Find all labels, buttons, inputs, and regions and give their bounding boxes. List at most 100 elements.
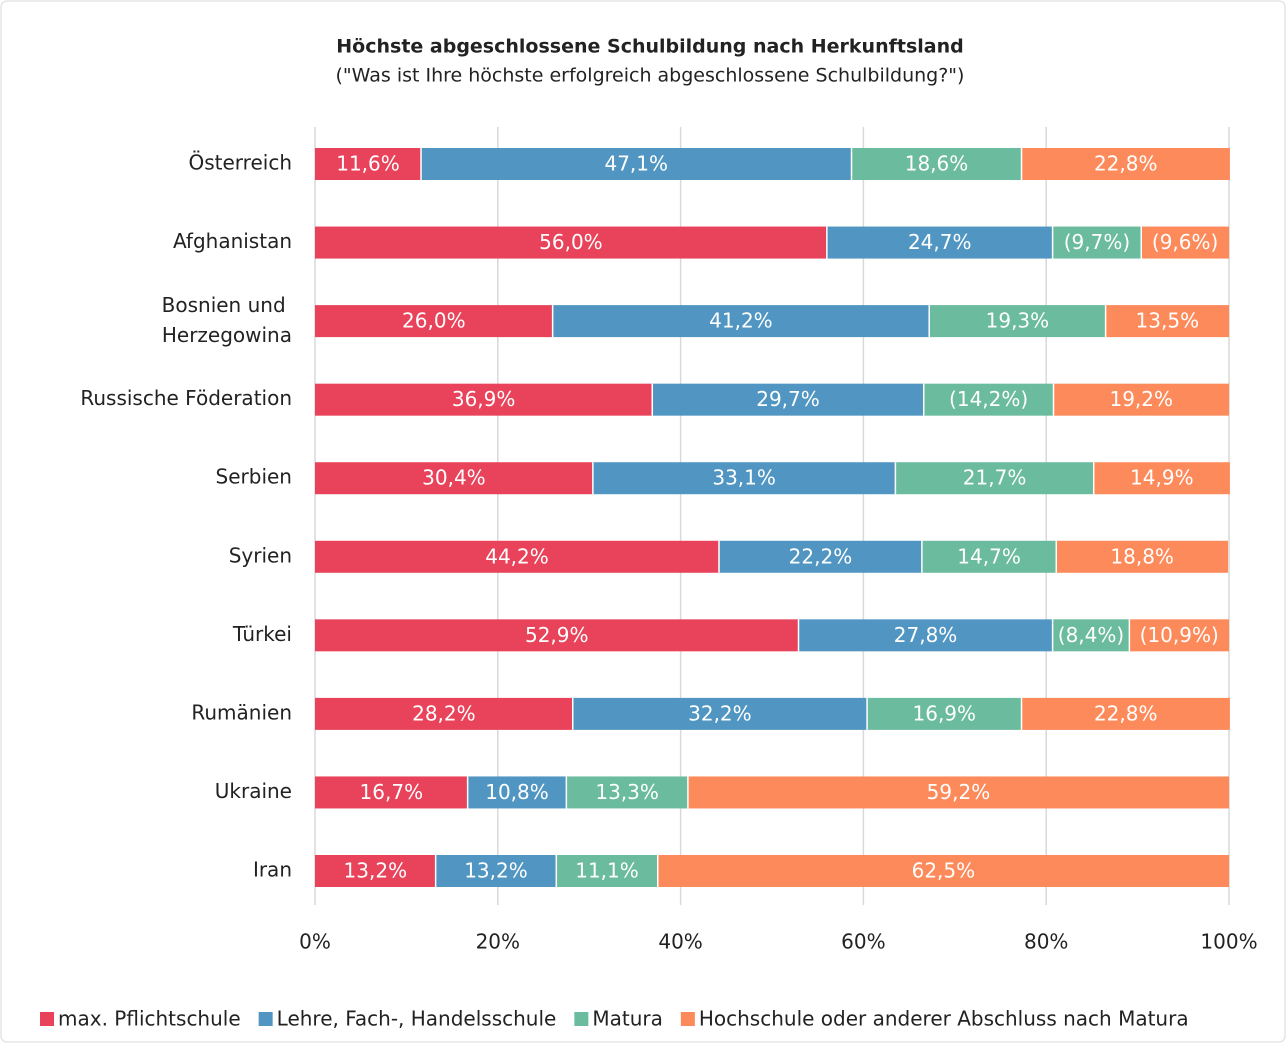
data-label: 47,1%: [604, 152, 668, 176]
bar-segment: [421, 148, 852, 180]
bar-segment: [552, 305, 930, 338]
legend-label: Lehre, Fach-, Handelsschule: [277, 1007, 557, 1031]
data-label: (9,6%): [1152, 230, 1218, 254]
bar-segment: [895, 462, 1094, 495]
bar-segment: [315, 540, 719, 573]
data-label: 22,8%: [1094, 152, 1158, 176]
x-tick-label: 0%: [299, 930, 331, 954]
legend-swatch: [680, 1012, 695, 1026]
y-tick-label: Österreich: [189, 151, 293, 175]
x-tick-label: 20%: [476, 930, 520, 954]
bar-segment: [929, 305, 1106, 338]
bar-segment: [923, 383, 1054, 416]
x-tick-label: 60%: [841, 930, 885, 954]
bar-segment: [592, 462, 896, 495]
data-label: 29,7%: [756, 387, 820, 411]
data-label: 18,6%: [905, 152, 969, 176]
bar-segment: [435, 855, 557, 887]
y-tick-label: Afghanistan: [173, 229, 292, 253]
data-label: (10,9%): [1140, 623, 1219, 647]
legend-label: Hochschule oder anderer Abschluss nach M…: [699, 1007, 1189, 1031]
y-tick-label: Ukraine: [215, 779, 292, 803]
data-label: 10,8%: [485, 780, 549, 804]
data-label: 28,2%: [412, 701, 476, 725]
data-label: 14,9%: [1130, 466, 1194, 490]
bar-segment: [657, 855, 1229, 887]
data-label: 13,3%: [595, 780, 659, 804]
x-tick-label: 80%: [1024, 930, 1068, 954]
chart-title: Höchste abgeschlossene Schulbildung nach…: [336, 36, 963, 58]
data-label: 44,2%: [485, 544, 549, 568]
data-label: 14,7%: [957, 544, 1021, 568]
y-tick-label: Rumänien: [191, 700, 292, 724]
bar-segment: [798, 619, 1053, 652]
bar-segment: [1129, 619, 1229, 652]
bar-segment: [1093, 462, 1230, 495]
bar-segment: [566, 776, 688, 809]
bar-segment: [1052, 226, 1142, 259]
data-label: 32,2%: [688, 701, 752, 725]
legend-swatch: [574, 1012, 589, 1026]
bar-segment: [572, 697, 868, 730]
data-label: 11,1%: [575, 859, 639, 883]
bar-segment: [315, 383, 653, 416]
data-label: 16,9%: [913, 701, 977, 725]
data-label: 26,0%: [402, 309, 466, 333]
y-tick-label: Iran: [253, 858, 292, 882]
data-label: 36,9%: [452, 387, 516, 411]
data-label: 21,7%: [963, 466, 1027, 490]
data-label: (9,7%): [1064, 230, 1130, 254]
legend-swatch: [258, 1012, 273, 1026]
bar-segment: [315, 148, 422, 180]
bar-segment: [921, 540, 1057, 573]
bar-segment: [315, 855, 436, 887]
y-tick-label: Bosnien und Herzegowina: [162, 293, 292, 347]
x-tick-label: 100%: [1200, 930, 1257, 954]
y-tick-label: Türkei: [232, 622, 292, 646]
bar-segment: [1056, 540, 1229, 573]
bar-segment: [315, 619, 799, 652]
x-tick-label: 40%: [658, 930, 702, 954]
data-label: 41,2%: [709, 309, 773, 333]
bar-segment: [718, 540, 922, 573]
bar-segment: [851, 148, 1022, 180]
bar-segment: [315, 462, 593, 495]
data-label: 30,4%: [422, 466, 486, 490]
data-label: 16,7%: [360, 780, 424, 804]
data-label: 62,5%: [912, 859, 976, 883]
chart-subtitle: ("Was ist Ihre höchste erfolgreich abges…: [336, 65, 965, 87]
bar-segment: [315, 697, 573, 730]
bar-segment: [1021, 148, 1230, 180]
data-label: 18,8%: [1110, 544, 1174, 568]
legend-label: max. Pflichtschule: [58, 1007, 241, 1031]
data-label: 13,5%: [1136, 309, 1200, 333]
data-label: 33,1%: [712, 466, 776, 490]
bar-segment: [1021, 697, 1230, 730]
data-label: 56,0%: [539, 230, 603, 254]
data-label: (14,2%): [949, 387, 1028, 411]
data-label: 52,9%: [525, 623, 589, 647]
bar-segment: [687, 776, 1229, 809]
bar-segment: [1052, 619, 1130, 652]
bar-segment: [826, 226, 1053, 259]
legend-swatch: [40, 1012, 54, 1026]
y-tick-label: Russische Föderation: [80, 386, 292, 410]
data-label: 19,3%: [986, 309, 1050, 333]
data-label: 13,2%: [464, 859, 528, 883]
data-label: 22,8%: [1094, 701, 1158, 725]
y-tick-label: Serbien: [216, 465, 292, 489]
bar-segment: [467, 776, 567, 809]
bar-segment: [315, 226, 827, 259]
bar-segment: [1053, 383, 1229, 416]
data-label: 13,2%: [344, 859, 408, 883]
y-tick-label: Syrien: [229, 543, 292, 567]
data-label: 19,2%: [1109, 387, 1173, 411]
data-label: 27,8%: [894, 623, 958, 647]
bar-segment: [315, 776, 468, 809]
bar-segment: [1105, 305, 1229, 338]
bar-segment: [652, 383, 924, 416]
data-label: 11,6%: [336, 152, 400, 176]
data-label: 22,2%: [789, 544, 853, 568]
